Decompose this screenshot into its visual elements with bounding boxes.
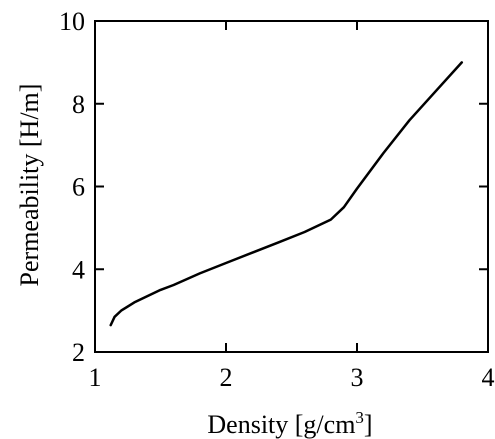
y-tick-label: 6 xyxy=(72,173,85,202)
y-tick-label: 4 xyxy=(72,255,85,284)
y-tick-label: 2 xyxy=(72,338,85,367)
x-tick-label: 3 xyxy=(351,363,364,392)
y-tick-label: 10 xyxy=(59,7,85,36)
x-tick-label: 1 xyxy=(89,363,102,392)
y-tick-label: 8 xyxy=(72,90,85,119)
x-tick-label: 2 xyxy=(220,363,233,392)
x-axis-label: Density [g/cm3] xyxy=(207,408,372,439)
x-axis-label-superscript: 3 xyxy=(355,408,364,427)
x-axis-label-end: ] xyxy=(364,410,373,439)
x-tick-label: 4 xyxy=(482,363,495,392)
plot-frame xyxy=(94,20,489,353)
series-line xyxy=(109,61,464,327)
y-axis-label: Permeability [H/m] xyxy=(15,84,44,287)
x-axis-label-main: Density [g/cm xyxy=(207,410,355,439)
